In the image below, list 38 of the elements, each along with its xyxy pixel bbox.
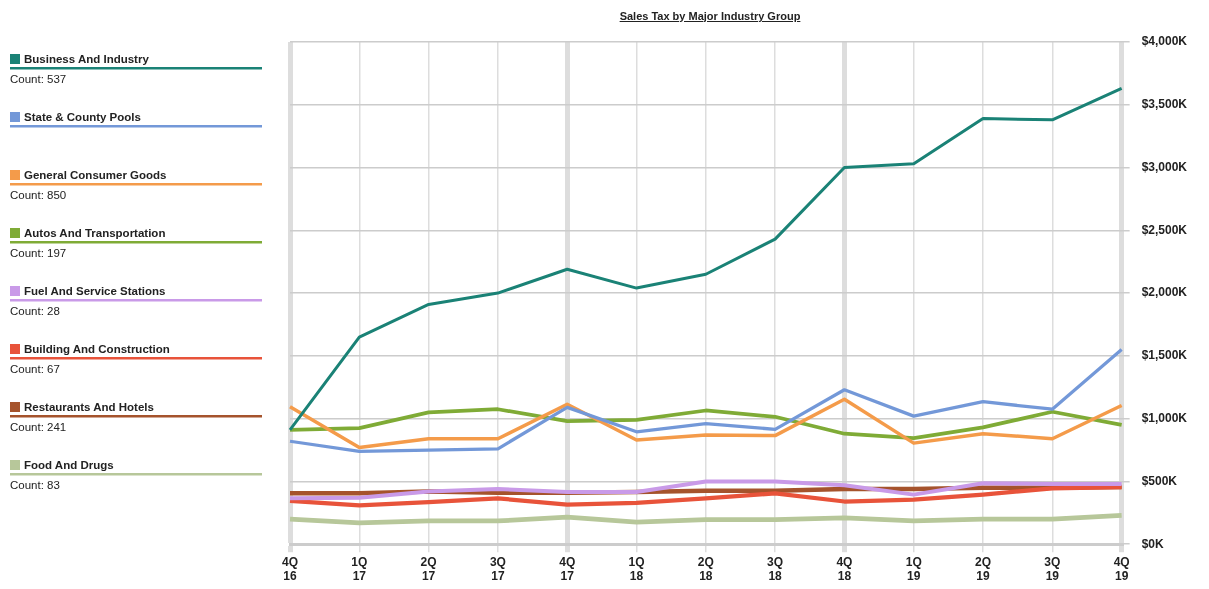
y-tick-label: $500K (1141, 473, 1178, 488)
x-tick-label: 3Q 19 (1044, 554, 1061, 584)
y-tick-label: $1,500K (1141, 348, 1188, 363)
text: Count: 197 (10, 247, 67, 259)
x-tick-label: 2Q 19 (975, 554, 992, 584)
x-tick-label: 4Q 16 (281, 554, 299, 584)
x-tick-label: 1Q 19 (905, 554, 922, 584)
y-tick-label: $3,500K (1141, 97, 1188, 112)
y-tick-label: $2,500K (1141, 222, 1188, 237)
y-tick-label: $3,000K (1141, 159, 1188, 174)
legend-label: Autos And Transportation (24, 227, 166, 239)
x-tick-label: 3Q 17 (489, 554, 506, 584)
x-tick-label: 4Q 17 (559, 554, 576, 584)
x-tick-label: 2Q 17 (420, 554, 437, 584)
y-tick-label: $2,000K (1141, 285, 1188, 300)
x-tick-label: 3Q 18 (767, 554, 784, 584)
legend-label: Business And Industry (24, 53, 150, 65)
text: Count: 83 (10, 479, 60, 491)
x-tick-label: 4Q 19 (1113, 554, 1130, 584)
text: Count: 67 (10, 363, 60, 375)
legend-label: Food And Drugs (24, 459, 114, 471)
text: Count: 241 (10, 421, 67, 433)
x-tick-label: 2Q 18 (697, 554, 714, 584)
legend-label: Restaurants And Hotels (24, 401, 154, 413)
legend-label: Building And Construction (24, 343, 170, 355)
chart-title: Sales Tax by Major Industry Group (618, 10, 802, 22)
x-tick-label: 4Q 18 (836, 554, 853, 584)
text: Count: 850 (10, 189, 67, 201)
legend-label: General Consumer Goods (24, 169, 167, 181)
text: Count: 28 (10, 305, 60, 317)
y-tick-label: $4,000K (1141, 34, 1188, 49)
x-tick-label: 1Q 18 (628, 554, 645, 584)
legend-label: Fuel And Service Stations (24, 285, 166, 297)
y-tick-label: $0K (1141, 536, 1164, 551)
text: Count: 537 (10, 73, 67, 85)
y-tick-label: $1,000K (1141, 410, 1188, 425)
legend-label: State & County Pools (24, 111, 141, 123)
x-tick-label: 1Q 17 (351, 554, 368, 584)
